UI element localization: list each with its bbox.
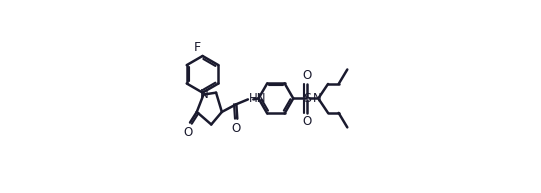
Text: F: F	[194, 41, 201, 54]
Text: HN: HN	[249, 92, 266, 105]
Text: O: O	[302, 115, 312, 128]
Text: S: S	[303, 92, 311, 105]
Text: O: O	[232, 122, 241, 135]
Text: N: N	[313, 92, 322, 105]
Text: N: N	[200, 88, 209, 101]
Text: O: O	[302, 69, 312, 82]
Text: O: O	[183, 126, 193, 139]
